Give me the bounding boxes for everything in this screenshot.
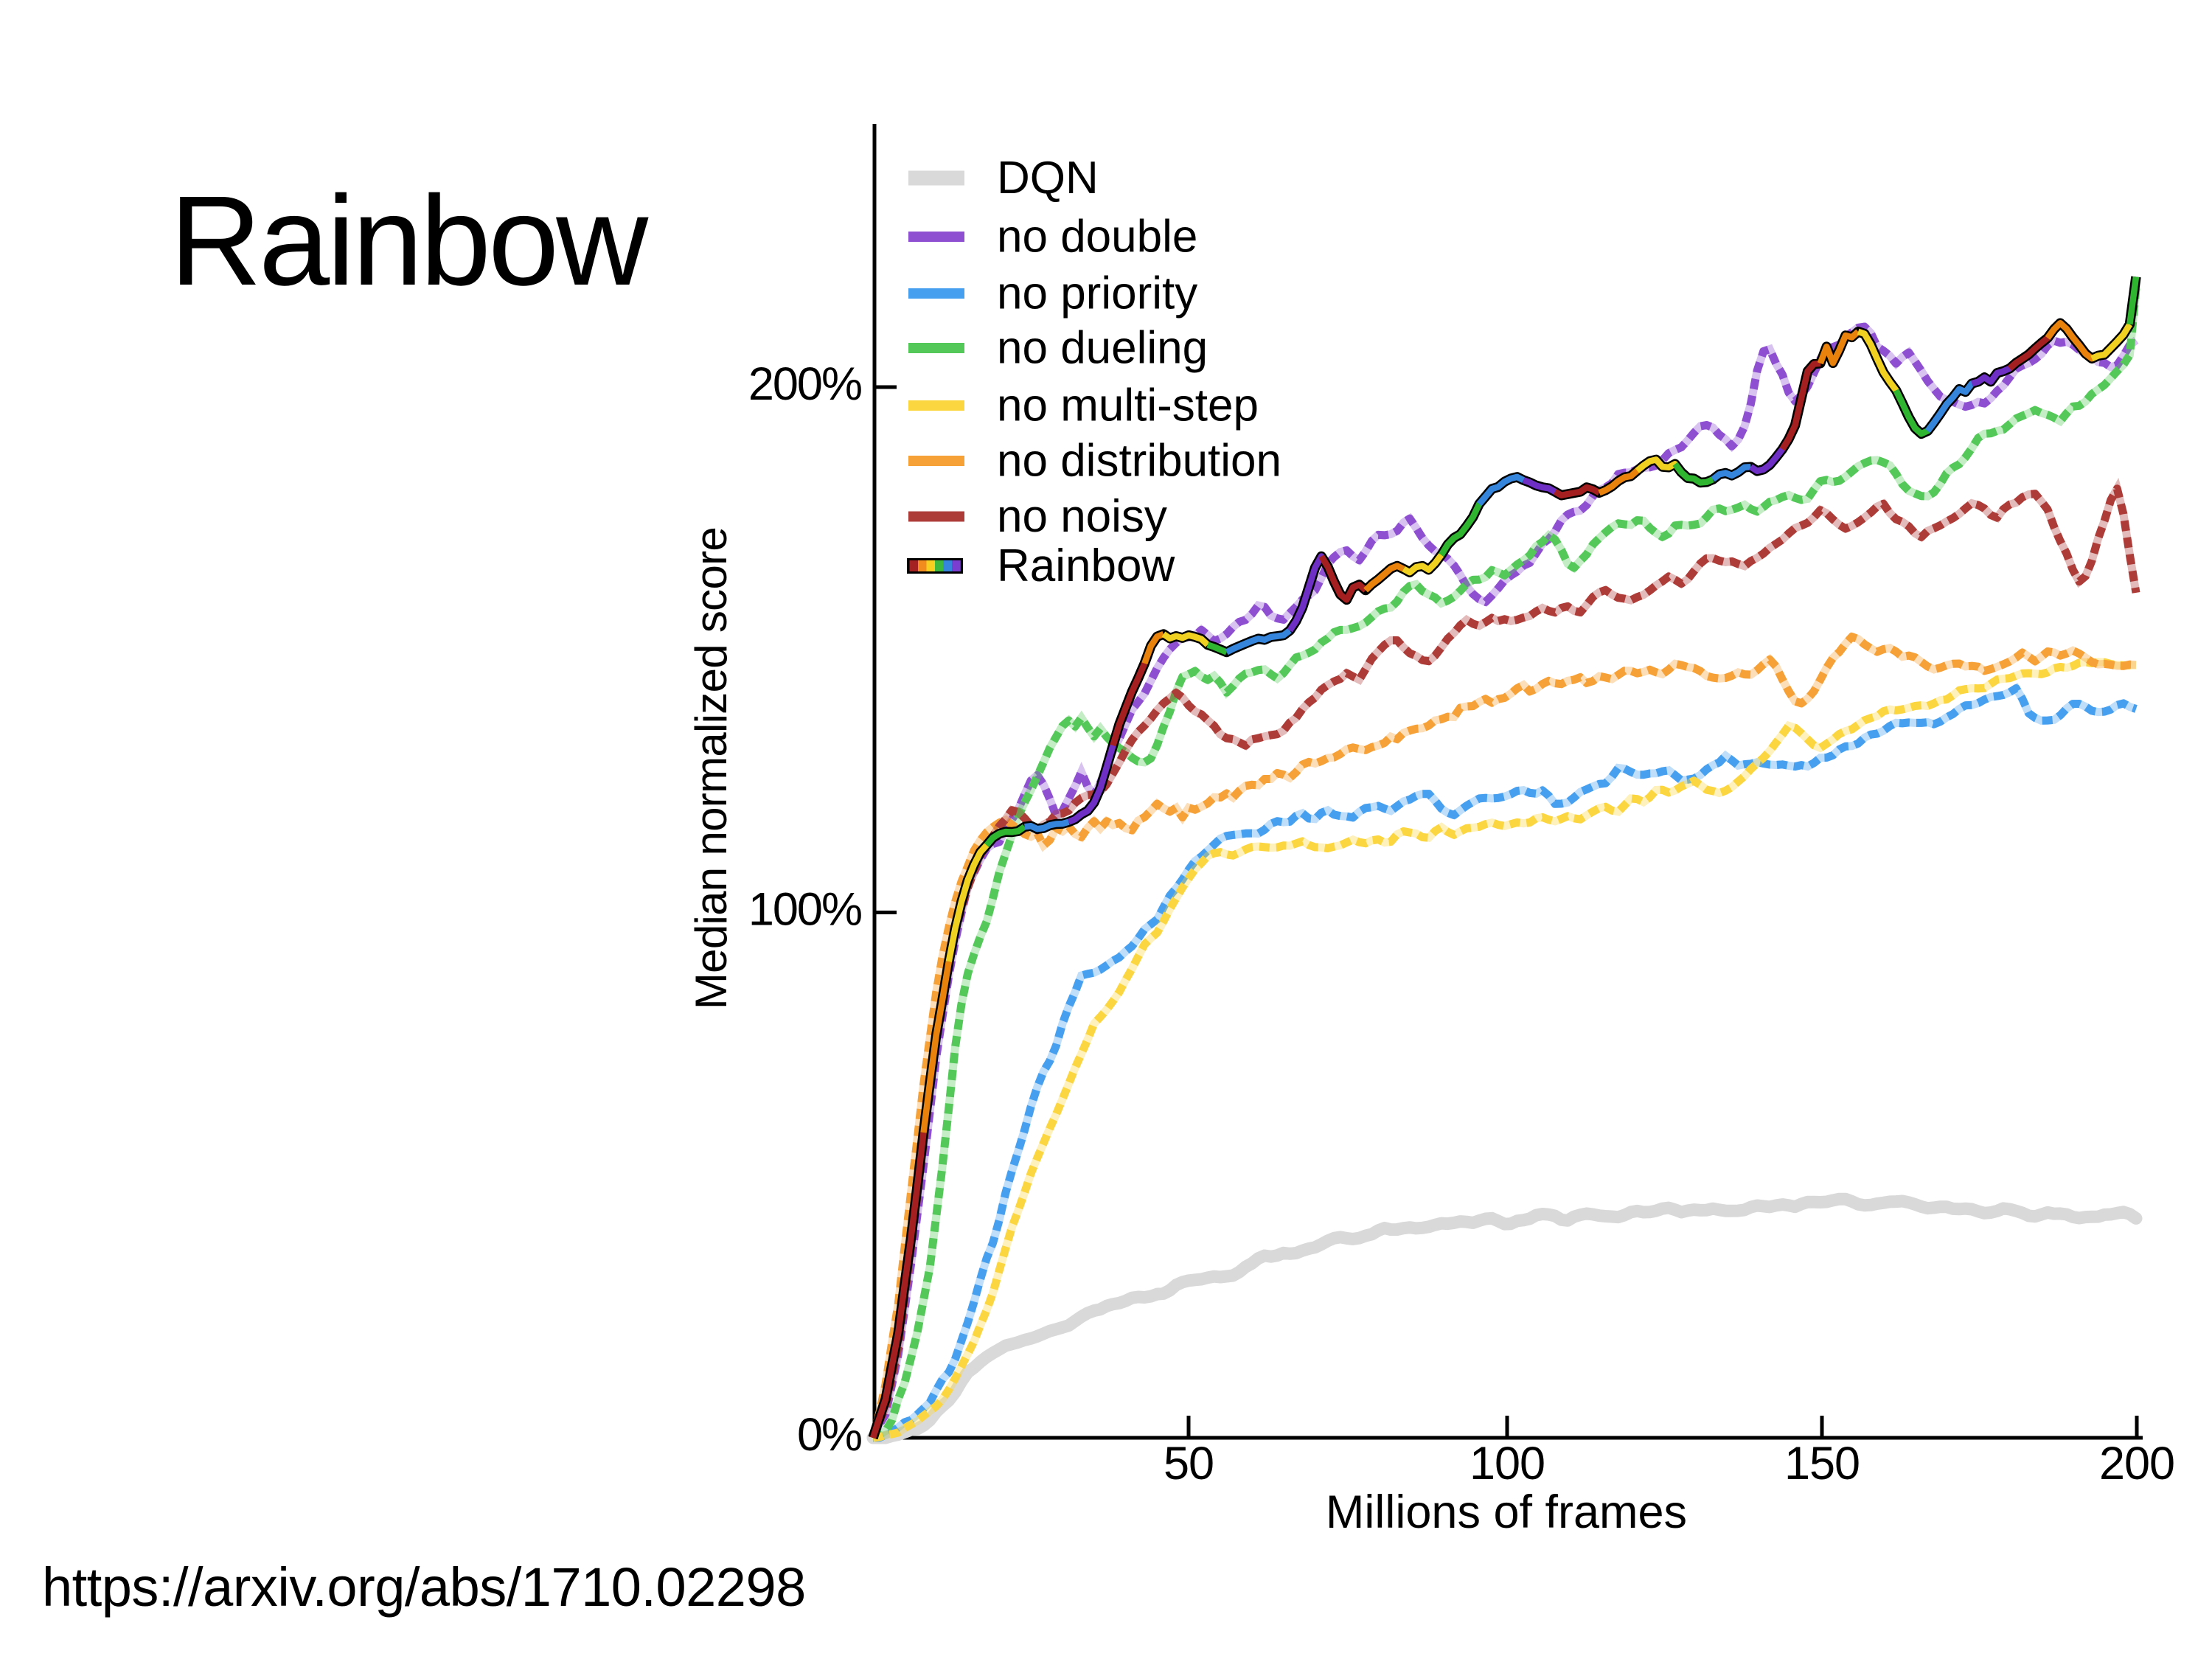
svg-text:0%: 0%: [797, 1409, 861, 1461]
svg-text:no double: no double: [997, 212, 1197, 262]
svg-text:Rainbow: Rainbow: [997, 540, 1175, 591]
svg-text:no dueling: no dueling: [997, 323, 1208, 374]
svg-text:200: 200: [2099, 1438, 2174, 1489]
svg-text:100%: 100%: [748, 884, 861, 936]
svg-text:Median normalized score: Median normalized score: [686, 527, 736, 1009]
svg-text:no multi-step: no multi-step: [997, 380, 1259, 431]
svg-text:200%: 200%: [748, 358, 861, 410]
svg-text:DQN: DQN: [997, 153, 1099, 204]
svg-text:Millions of frames: Millions of frames: [1326, 1486, 1687, 1538]
svg-text:no distribution: no distribution: [997, 436, 1281, 487]
svg-text:50: 50: [1164, 1438, 1214, 1489]
svg-text:no priority: no priority: [997, 268, 1197, 319]
svg-text:no noisy: no noisy: [997, 491, 1167, 542]
svg-text:100: 100: [1470, 1438, 1545, 1489]
svg-text:150: 150: [1784, 1438, 1860, 1489]
